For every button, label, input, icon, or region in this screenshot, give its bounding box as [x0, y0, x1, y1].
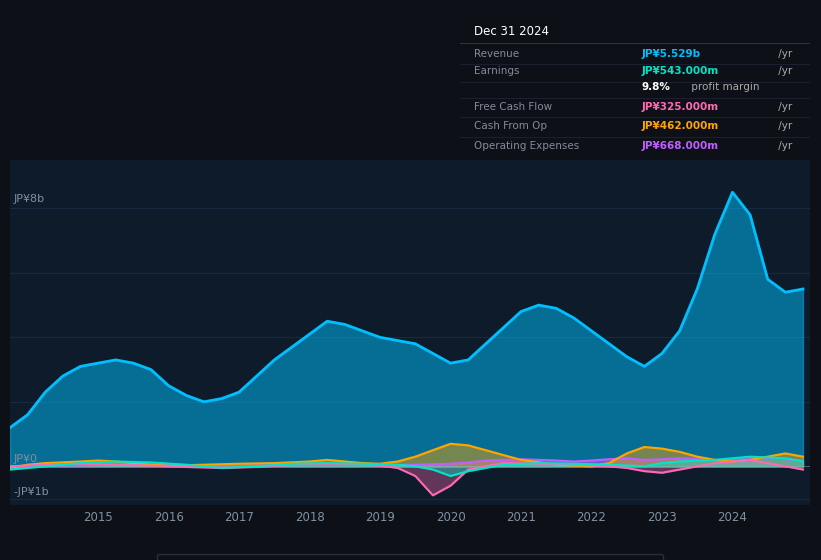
Text: 9.8%: 9.8%	[642, 82, 671, 92]
Text: /yr: /yr	[775, 122, 792, 132]
Text: profit margin: profit margin	[687, 82, 759, 92]
Text: Dec 31 2024: Dec 31 2024	[474, 25, 549, 38]
Text: Revenue: Revenue	[474, 49, 519, 59]
Text: Earnings: Earnings	[474, 66, 520, 76]
Text: /yr: /yr	[775, 141, 792, 151]
Text: JP¥543.000m: JP¥543.000m	[642, 66, 719, 76]
Text: Cash From Op: Cash From Op	[474, 122, 547, 132]
Text: /yr: /yr	[775, 49, 792, 59]
Legend: Revenue, Earnings, Free Cash Flow, Cash From Op, Operating Expenses: Revenue, Earnings, Free Cash Flow, Cash …	[157, 554, 663, 560]
Text: JP¥8b: JP¥8b	[13, 194, 44, 203]
Text: JP¥0: JP¥0	[13, 454, 38, 464]
Text: JP¥668.000m: JP¥668.000m	[642, 141, 719, 151]
Text: Operating Expenses: Operating Expenses	[474, 141, 580, 151]
Text: /yr: /yr	[775, 102, 792, 112]
Text: /yr: /yr	[775, 66, 792, 76]
Text: JP¥462.000m: JP¥462.000m	[642, 122, 719, 132]
Text: JP¥5.529b: JP¥5.529b	[642, 49, 701, 59]
Text: -JP¥1b: -JP¥1b	[13, 487, 49, 497]
Text: Free Cash Flow: Free Cash Flow	[474, 102, 553, 112]
Text: JP¥325.000m: JP¥325.000m	[642, 102, 719, 112]
